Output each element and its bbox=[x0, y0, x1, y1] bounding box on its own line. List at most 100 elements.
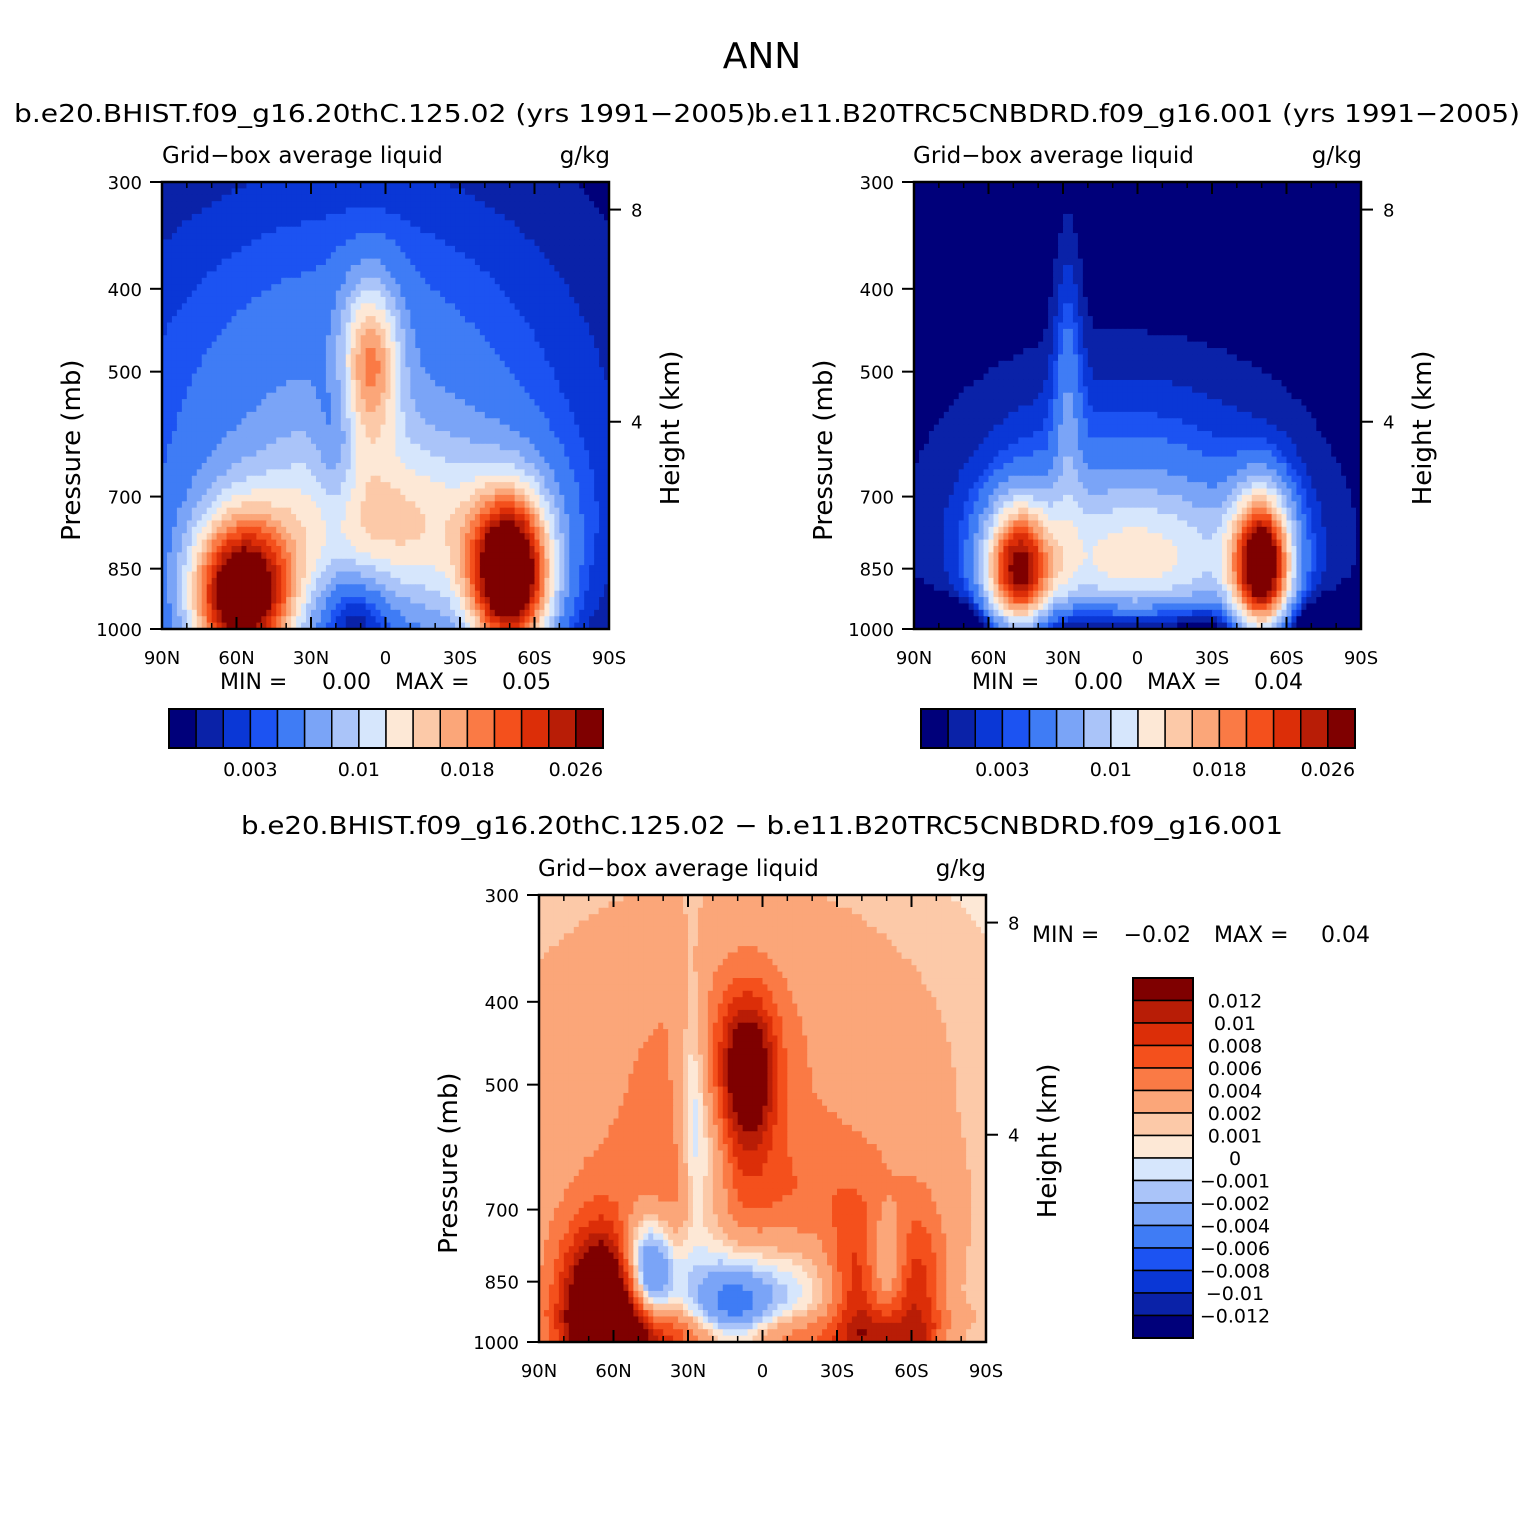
contour-cell bbox=[475, 246, 481, 253]
contour-cell bbox=[594, 208, 600, 215]
contour-cell bbox=[535, 259, 541, 266]
contour-cell bbox=[420, 297, 426, 304]
contour-cell bbox=[554, 227, 560, 234]
contour-cell bbox=[460, 310, 466, 317]
contour-cell bbox=[525, 271, 531, 278]
contour-cell bbox=[376, 201, 382, 208]
contour-cell bbox=[420, 239, 426, 246]
contour-cell bbox=[539, 265, 545, 272]
contour-cell bbox=[579, 188, 585, 195]
contour-cell bbox=[599, 303, 605, 310]
contour-cell bbox=[430, 239, 436, 246]
contour-cell bbox=[351, 259, 357, 266]
contour-cell bbox=[341, 303, 347, 310]
contour-cell bbox=[321, 271, 327, 278]
contour-cell bbox=[460, 265, 466, 272]
contour-cell bbox=[405, 227, 411, 234]
contour-cell bbox=[376, 265, 382, 272]
contour-cell bbox=[241, 316, 247, 323]
contour-cell bbox=[276, 239, 282, 246]
contour-cell bbox=[192, 259, 198, 266]
contour-cell bbox=[470, 239, 476, 246]
contour-cell bbox=[465, 265, 471, 272]
contour-cell bbox=[564, 310, 570, 317]
contour-cell bbox=[212, 265, 218, 272]
contour-cell bbox=[470, 227, 476, 234]
contour-cell bbox=[266, 227, 272, 234]
contour-cell bbox=[316, 278, 322, 285]
contour-cell bbox=[480, 214, 486, 221]
contour-cell bbox=[246, 252, 252, 259]
contour-cell bbox=[371, 303, 377, 310]
contour-cell bbox=[495, 265, 501, 272]
contour-cell bbox=[470, 188, 476, 195]
contour-cell bbox=[212, 271, 218, 278]
contour-cell bbox=[291, 310, 297, 317]
contour-cell bbox=[515, 265, 521, 272]
contour-cell bbox=[515, 214, 521, 221]
contour-cell bbox=[425, 214, 431, 221]
contour-cell bbox=[227, 297, 233, 304]
contour-cell bbox=[425, 246, 431, 253]
contour-cell bbox=[520, 208, 526, 215]
contour-cell bbox=[266, 188, 272, 195]
contour-cell bbox=[336, 297, 342, 304]
contour-cell bbox=[276, 246, 282, 253]
contour-cell bbox=[405, 188, 411, 195]
contour-cell bbox=[167, 265, 173, 272]
contour-cell bbox=[505, 195, 511, 202]
contour-cell bbox=[455, 233, 461, 240]
contour-cell bbox=[386, 310, 392, 317]
contour-cell bbox=[465, 239, 471, 246]
contour-cell bbox=[544, 239, 550, 246]
contour-cell bbox=[390, 316, 396, 323]
contour-cell bbox=[574, 246, 580, 253]
contour-cell bbox=[321, 303, 327, 310]
contour-cell bbox=[316, 233, 322, 240]
contour-cell bbox=[420, 271, 426, 278]
contour-cell bbox=[361, 233, 367, 240]
contour-cell bbox=[261, 265, 267, 272]
contour-cell bbox=[311, 310, 317, 317]
contour-cell bbox=[261, 278, 267, 285]
contour-cell bbox=[177, 201, 183, 208]
contour-cell bbox=[530, 297, 536, 304]
contour-cell bbox=[549, 310, 555, 317]
contour-cell bbox=[415, 201, 421, 208]
contour-cell bbox=[574, 233, 580, 240]
contour-cell bbox=[167, 259, 173, 266]
contour-cell bbox=[331, 214, 337, 221]
contour-cell bbox=[371, 214, 377, 221]
contour-cell bbox=[232, 201, 238, 208]
contour-cell bbox=[182, 188, 188, 195]
contour-cell bbox=[549, 201, 555, 208]
contour-cell bbox=[405, 259, 411, 266]
contour-cell bbox=[500, 227, 506, 234]
contour-cell bbox=[589, 188, 595, 195]
contour-cell bbox=[306, 252, 312, 259]
contour-cell bbox=[361, 316, 367, 323]
contour-cell bbox=[251, 227, 257, 234]
contour-cell bbox=[376, 297, 382, 304]
contour-cell bbox=[395, 271, 401, 278]
contour-cell bbox=[415, 310, 421, 317]
contour-cell bbox=[530, 195, 536, 202]
contour-cell bbox=[241, 278, 247, 285]
contour-cell bbox=[371, 284, 377, 291]
contour-cell bbox=[351, 201, 357, 208]
contour-cell bbox=[256, 291, 262, 298]
contour-cell bbox=[460, 303, 466, 310]
contour-cell bbox=[271, 233, 277, 240]
contour-cell bbox=[410, 284, 416, 291]
contour-cell bbox=[564, 214, 570, 221]
contour-cell bbox=[425, 188, 431, 195]
contour-cell bbox=[530, 303, 536, 310]
contour-cell bbox=[351, 316, 357, 323]
contour-cell bbox=[559, 271, 565, 278]
contour-cell bbox=[326, 239, 332, 246]
contour-cell bbox=[241, 239, 247, 246]
contour-cell bbox=[217, 233, 223, 240]
contour-cell bbox=[217, 220, 223, 227]
contour-cell bbox=[212, 208, 218, 215]
contour-cell bbox=[520, 201, 526, 208]
